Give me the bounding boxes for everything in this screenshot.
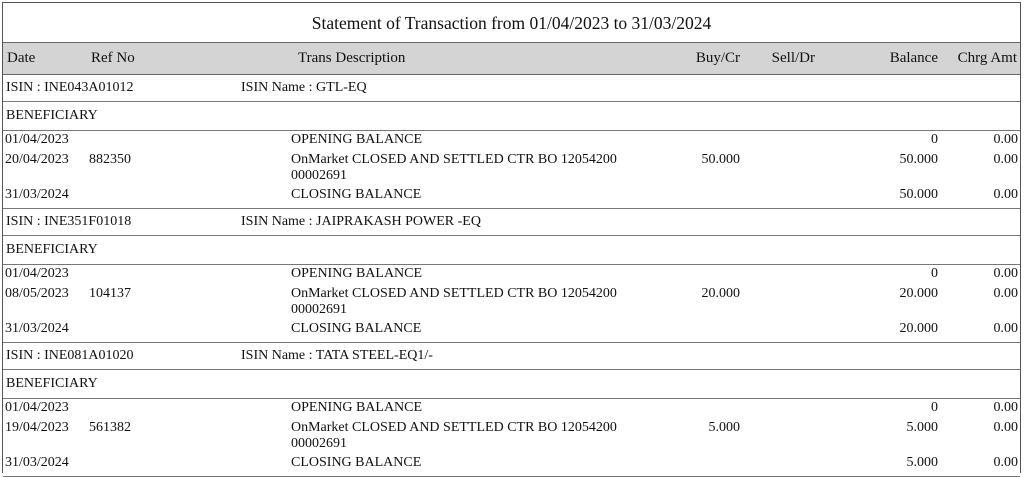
- account-type-row: BENEFICIARY: [3, 102, 1020, 131]
- description-line: OnMarket CLOSED AND SETTLED CTR BO 12054…: [291, 152, 617, 167]
- row-date: 01/04/2023: [5, 400, 69, 415]
- description-line: OPENING BALANCE: [291, 132, 423, 147]
- col-balance: Balance: [889, 50, 938, 66]
- row-date: 31/03/2024: [5, 187, 69, 202]
- isin-row: ISIN : INE351F01018 ISIN Name : JAIPRAKA…: [3, 209, 1020, 236]
- row-date: 31/03/2024: [5, 455, 69, 470]
- row-description: CLOSING BALANCE: [291, 455, 421, 471]
- description-line-2: 00002691: [291, 436, 347, 451]
- col-chrg-amt: Chrg Amt: [957, 50, 1017, 66]
- account-type: BENEFICIARY: [6, 242, 98, 257]
- row-description: OPENING BALANCE: [291, 400, 422, 416]
- isin-section: ISIN : INE351F01018 ISIN Name : JAIPRAKA…: [3, 209, 1020, 343]
- row-chrg-amt: 0.00: [993, 266, 1019, 281]
- account-type-row: BENEFICIARY: [3, 236, 1020, 265]
- row-date: 20/04/2023: [5, 152, 69, 167]
- row-chrg-amt: 0.00: [993, 321, 1019, 336]
- account-type: BENEFICIARY: [6, 376, 98, 391]
- row-description: OPENING BALANCE: [291, 266, 422, 282]
- row-ref-no: 561382: [89, 420, 131, 435]
- isin-code: ISIN : INE351F01018: [6, 214, 132, 229]
- description-line-2: 00002691: [291, 302, 347, 317]
- row-balance: 0: [931, 266, 938, 281]
- row-balance: 5.000: [906, 420, 939, 435]
- row-balance: 50.000: [899, 187, 939, 202]
- row-balance: 20.000: [899, 321, 939, 336]
- description-line-2: 00002691: [291, 168, 347, 183]
- description-line: OnMarket CLOSED AND SETTLED CTR BO 12054…: [291, 286, 617, 301]
- isin-code: ISIN : INE043A01012: [6, 80, 134, 95]
- column-header-row: Date Ref No Trans Description Buy/Cr Sel…: [3, 43, 1020, 75]
- row-date: 01/04/2023: [5, 266, 69, 281]
- col-date: Date: [7, 50, 36, 66]
- transaction-row: 01/04/2023 OPENING BALANCE 0 0.00: [3, 265, 1020, 285]
- row-balance: 0: [931, 132, 938, 147]
- isin-row: ISIN : INE081A01020 ISIN Name : TATA STE…: [3, 343, 1020, 370]
- col-buy-cr: Buy/Cr: [695, 50, 740, 66]
- description-line: OPENING BALANCE: [291, 266, 423, 281]
- transaction-row: 19/04/2023 561382 OnMarket CLOSED AND SE…: [3, 419, 1020, 454]
- row-date: 01/04/2023: [5, 132, 69, 147]
- row-ref-no: 104137: [89, 286, 131, 301]
- row-balance: 50.000: [899, 152, 939, 167]
- row-chrg-amt: 0.00: [993, 400, 1019, 415]
- row-balance: 20.000: [899, 286, 939, 301]
- transaction-row: 31/03/2024 CLOSING BALANCE 5.000 0.00: [3, 454, 1020, 477]
- statement-title: Statement of Transaction from 01/04/2023…: [3, 3, 1020, 43]
- col-ref-no: Ref No: [91, 50, 135, 66]
- description-line: CLOSING BALANCE: [291, 187, 422, 202]
- row-date: 08/05/2023: [5, 286, 69, 301]
- row-chrg-amt: 0.00: [993, 455, 1019, 470]
- col-sell-dr: Sell/Dr: [771, 50, 815, 66]
- isin-section: ISIN : INE081A01020 ISIN Name : TATA STE…: [3, 343, 1020, 477]
- isin-name: ISIN Name : TATA STEEL-EQ1/-: [241, 348, 433, 363]
- isin-name: ISIN Name : JAIPRAKASH POWER -EQ: [241, 214, 481, 229]
- row-chrg-amt: 0.00: [993, 187, 1019, 202]
- transaction-row: 31/03/2024 CLOSING BALANCE 20.000 0.00: [3, 320, 1020, 343]
- isin-code: ISIN : INE081A01020: [6, 348, 134, 363]
- row-description: OnMarket CLOSED AND SETTLED CTR BO 12054…: [291, 286, 617, 318]
- row-date: 31/03/2024: [5, 321, 69, 336]
- row-buy-cr: 50.000: [701, 152, 741, 167]
- row-date: 19/04/2023: [5, 420, 69, 435]
- col-trans-description: Trans Description: [298, 50, 406, 66]
- transaction-row: 01/04/2023 OPENING BALANCE 0 0.00: [3, 131, 1020, 151]
- transaction-row: 01/04/2023 OPENING BALANCE 0 0.00: [3, 399, 1020, 419]
- row-description: OnMarket CLOSED AND SETTLED CTR BO 12054…: [291, 152, 617, 184]
- transaction-row: 20/04/2023 882350 OnMarket CLOSED AND SE…: [3, 151, 1020, 186]
- row-chrg-amt: 0.00: [993, 132, 1019, 147]
- row-buy-cr: 5.000: [708, 420, 741, 435]
- row-description: OPENING BALANCE: [291, 132, 422, 148]
- transaction-row: 31/03/2024 CLOSING BALANCE 50.000 0.00: [3, 186, 1020, 209]
- row-balance: 0: [931, 400, 938, 415]
- isin-row: ISIN : INE043A01012 ISIN Name : GTL-EQ: [3, 75, 1020, 102]
- row-description: CLOSING BALANCE: [291, 187, 421, 203]
- row-chrg-amt: 0.00: [993, 286, 1019, 301]
- description-line: OnMarket CLOSED AND SETTLED CTR BO 12054…: [291, 420, 617, 435]
- row-ref-no: 882350: [89, 152, 131, 167]
- row-chrg-amt: 0.00: [993, 152, 1019, 167]
- row-balance: 5.000: [906, 455, 939, 470]
- row-description: CLOSING BALANCE: [291, 321, 421, 337]
- isin-section: ISIN : INE043A01012 ISIN Name : GTL-EQ B…: [3, 75, 1020, 209]
- row-chrg-amt: 0.00: [993, 420, 1019, 435]
- description-line: CLOSING BALANCE: [291, 321, 422, 336]
- description-line: OPENING BALANCE: [291, 400, 423, 415]
- account-type-row: BENEFICIARY: [3, 370, 1020, 399]
- isin-name: ISIN Name : GTL-EQ: [241, 80, 367, 95]
- transaction-row: 08/05/2023 104137 OnMarket CLOSED AND SE…: [3, 285, 1020, 320]
- description-line: CLOSING BALANCE: [291, 455, 422, 470]
- row-description: OnMarket CLOSED AND SETTLED CTR BO 12054…: [291, 420, 617, 452]
- row-buy-cr: 20.000: [701, 286, 741, 301]
- account-type: BENEFICIARY: [6, 108, 98, 123]
